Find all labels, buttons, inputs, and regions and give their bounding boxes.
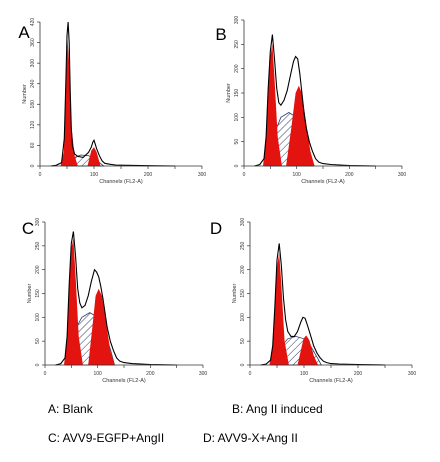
panel-d-g2m-area [297, 335, 318, 365]
panel-b-g1-area [263, 44, 282, 166]
panel-d-x-axis-label: Channels (FL2-A) [309, 378, 353, 384]
panel-d-y-tick-label: 50 [240, 338, 246, 344]
panel-c-y-axis-label: Number [27, 284, 33, 304]
panel-c-y-tick-label: 200 [35, 265, 41, 274]
panel-a-y-tick-label: 180 [30, 100, 36, 109]
panel-b-x-axis-label: Channels (FL2-A) [301, 179, 345, 185]
panel-c-y-tick-label: 150 [35, 289, 41, 298]
panel-d-y-tick-label: 200 [240, 265, 246, 274]
panel-b-x-tick-label: 100 [292, 172, 301, 178]
caption-c: C: AVV9-EGFP+AngII [48, 431, 165, 445]
panel-d-histogram-line [260, 243, 386, 366]
panel-a-x-axis-label: Channels (FL2-A) [99, 179, 143, 185]
panel-b-histogram-line [254, 34, 376, 167]
panel-d-y-tick-label: 150 [240, 289, 246, 298]
panel-a-x-tick-label: 100 [90, 172, 99, 178]
panel-b-y-tick-label: 200 [234, 64, 240, 73]
panel-a-y-tick-label: 420 [30, 18, 36, 27]
flow-cytometry-figure: 0 100 200 300 0 60 120 180 240 300 360 420 Channels … [18, 16, 417, 384]
panel-c-x-tick-label: 100 [93, 371, 102, 377]
panel-a-x-tick-label: 0 [39, 172, 42, 178]
panel-d-y-tick-label: 0 [240, 363, 246, 366]
panel-b-g2m-area [286, 85, 315, 166]
panel-c: 0 100 200 300 0 50 100 150 200 250 300 Channels (FL… [22, 218, 208, 384]
panel-d: 0 100 200 300 0 50 100 150 200 250 300 Channels (FL… [210, 218, 417, 384]
panel-c-x-tick-label: 300 [199, 371, 208, 377]
panel-c-g2m-area [88, 288, 115, 365]
panel-d-y-tick-label: 300 [240, 218, 246, 227]
panel-a-x-tick-label: 200 [144, 172, 153, 178]
panel-a-x-tick-label: 300 [198, 172, 207, 178]
panel-b-x-tick-label: 200 [345, 172, 354, 178]
panel-d-x-tick-label: 200 [354, 371, 363, 377]
panel-c-x-axis-label: Channels (FL2-A) [102, 378, 146, 384]
panel-c-y-tick-label: 300 [35, 218, 41, 227]
panel-b-y-tick-label: 150 [234, 89, 240, 98]
panel-b-letter: B [215, 25, 226, 44]
panel-a-y-tick-label: 120 [30, 120, 36, 129]
panel-c-x-tick-label: 0 [44, 371, 47, 377]
panel-a-y-tick-label: 0 [30, 164, 36, 167]
panel-b: 0 100 200 300 0 50 100 150 200 250 300 Channels (FL… [215, 16, 406, 185]
panel-b-y-tick-label: 250 [234, 40, 240, 49]
panel-c-histogram-line [55, 231, 177, 366]
panel-b-y-axis-label: Number [226, 83, 232, 103]
panel-a-letter: A [18, 23, 30, 42]
panel-c-y-tick-label: 0 [35, 363, 41, 366]
panel-c-x-tick-label: 200 [146, 371, 155, 377]
panel-c-g1-area [64, 238, 83, 365]
panel-b-x-tick-label: 300 [398, 172, 407, 178]
panel-c-y-tick-label: 100 [35, 313, 41, 322]
caption-b: B: Ang II induced [232, 402, 323, 416]
panel-a: 0 100 200 300 0 60 120 180 240 300 360 420 Channels … [18, 18, 206, 185]
panel-a-y-tick-label: 60 [30, 142, 36, 148]
panel-a-y-tick-label: 360 [30, 38, 36, 47]
caption-a: A: Blank [48, 402, 93, 416]
panel-d-y-tick-label: 250 [240, 241, 246, 250]
panel-b-y-tick-label: 0 [234, 164, 240, 167]
panel-c-letter: C [22, 219, 34, 238]
panel-b-y-tick-label: 100 [234, 113, 240, 122]
panel-d-x-tick-label: 300 [408, 371, 417, 377]
panel-b-y-tick-label: 50 [234, 139, 240, 145]
panel-b-x-tick-label: 0 [243, 172, 246, 178]
panel-a-y-tick-label: 300 [30, 59, 36, 68]
panel-a-y-tick-label: 240 [30, 79, 36, 88]
panel-b-y-tick-label: 300 [234, 16, 240, 25]
panel-d-g1-area [269, 253, 289, 365]
panel-c-y-tick-label: 250 [35, 241, 41, 250]
panel-d-letter: D [210, 219, 222, 238]
panel-a-g2m-area [87, 147, 101, 166]
panel-d-y-tick-label: 100 [240, 313, 246, 322]
panel-d-x-tick-label: 0 [249, 371, 252, 377]
panel-d-y-axis-label: Number [232, 284, 238, 304]
caption-d: D: AVV9-X+Ang II [203, 431, 298, 445]
panel-c-y-tick-label: 50 [35, 338, 41, 344]
panel-d-x-tick-label: 100 [300, 371, 309, 377]
panel-a-histogram-line [50, 21, 176, 167]
panel-a-y-axis-label: Number [22, 84, 28, 104]
